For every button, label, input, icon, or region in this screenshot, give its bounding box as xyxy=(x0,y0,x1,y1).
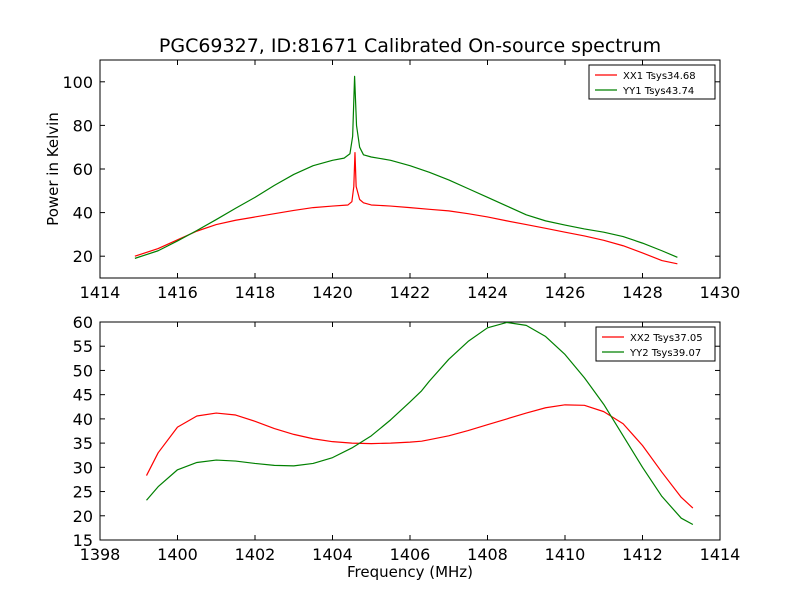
y-tick-label: 80 xyxy=(73,116,93,135)
y-tick-label: 100 xyxy=(62,73,93,92)
x-tick-label: 1418 xyxy=(235,283,276,302)
chart-panel-1: 1414 1416 1418 1420 1422 1424 1426 1428 1430 20 40… xyxy=(44,35,740,302)
x-tick-label: 1402 xyxy=(235,545,276,564)
x-tick-label: 1412 xyxy=(622,545,663,564)
series-line-xx xyxy=(134,152,678,265)
x-tick-label: 1404 xyxy=(312,545,353,564)
y-axis-label: Power in Kelvin xyxy=(44,112,62,226)
series-line-xx xyxy=(145,404,694,509)
series-line-yy xyxy=(146,322,694,526)
x-tick-label: 1414 xyxy=(80,283,121,302)
x-tick-label: 1430 xyxy=(700,283,741,302)
x-tick-label: 1408 xyxy=(467,545,508,564)
y-tick-label: 15 xyxy=(73,531,93,550)
series-line-yy xyxy=(134,75,678,259)
y-tick-label: 45 xyxy=(73,386,93,405)
legend: XX2 Tsys37.05 YY2 Tsys39.07 xyxy=(595,326,716,362)
chart-title: PGC69327, ID:81671 Calibrated On-source … xyxy=(159,35,661,57)
x-tick-label: 1424 xyxy=(467,283,508,302)
y-tick-label: 55 xyxy=(73,337,93,356)
x-tick-label: 1416 xyxy=(157,283,198,302)
y-tick-label: 50 xyxy=(73,361,93,380)
legend-label: XX1 Tsys34.68 xyxy=(623,71,696,82)
y-tick-label: 20 xyxy=(73,247,93,266)
y-tick-label: 20 xyxy=(73,507,93,526)
x-tick-label: 1422 xyxy=(390,283,431,302)
x-tick-label: 1406 xyxy=(390,545,431,564)
y-tick-label: 25 xyxy=(73,483,93,502)
legend-box xyxy=(595,326,716,362)
x-tick-label: 1410 xyxy=(545,545,586,564)
x-tick-label: 1426 xyxy=(545,283,586,302)
x-tick-label: 1398 xyxy=(80,545,121,564)
y-tick-label: 40 xyxy=(73,204,93,223)
y-tick-label: 60 xyxy=(73,313,93,332)
x-tick-label: 1414 xyxy=(700,545,741,564)
legend-label: YY2 Tsys39.07 xyxy=(629,348,701,359)
x-axis-label: Frequency (MHz) xyxy=(347,563,473,581)
legend-label: XX2 Tsys37.05 xyxy=(630,333,703,344)
y-tick-label: 40 xyxy=(73,410,93,429)
y-tick-label: 35 xyxy=(73,434,93,453)
x-tick-label: 1420 xyxy=(312,283,353,302)
legend-box xyxy=(588,64,716,100)
chart-panel-2: 1398 1400 1402 1404 1406 1408 1410 1412 1414 15 20… xyxy=(73,313,741,581)
legend-label: YY1 Tsys43.74 xyxy=(622,86,694,97)
x-tick-label: 1428 xyxy=(622,283,663,302)
y-tick-label: 60 xyxy=(73,160,93,179)
legend: XX1 Tsys34.68 YY1 Tsys43.74 xyxy=(588,64,716,100)
x-tick-label: 1400 xyxy=(157,545,198,564)
y-tick-label: 30 xyxy=(73,458,93,477)
